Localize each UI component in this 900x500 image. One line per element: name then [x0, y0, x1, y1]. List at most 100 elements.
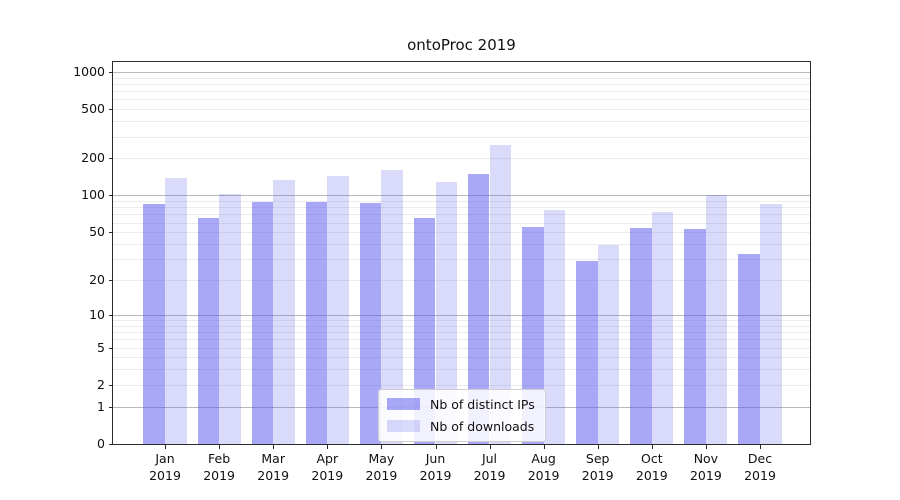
- x-axis-tick: [273, 445, 275, 449]
- x-axis-tick: [651, 445, 653, 449]
- x-axis-tick: [760, 445, 761, 449]
- gridline-minor: [113, 201, 810, 202]
- bar-distinct-ips-may: [359, 202, 382, 444]
- gridline-minor: [113, 259, 810, 260]
- gridline-major: [113, 195, 810, 197]
- bar-downloads-sep: [597, 245, 620, 444]
- bar-downloads-dec: [760, 204, 782, 444]
- bar-distinct-ips-apr: [305, 202, 328, 444]
- x-axis-label-line: 2019: [149, 468, 181, 483]
- gridline-minor: [113, 99, 810, 101]
- x-axis-label-line: Apr: [316, 451, 339, 466]
- gridline-minor: [113, 83, 810, 85]
- bar-downloads-oct: [651, 211, 674, 444]
- gridline-minor: [113, 158, 810, 160]
- gridline-major: [113, 314, 810, 316]
- x-axis-label-line: 2019: [635, 468, 668, 483]
- bar-distinct-ips-mar: [251, 201, 274, 444]
- y-axis-label: 10: [89, 306, 105, 322]
- y-axis-tick: [109, 109, 113, 111]
- y-axis-tick: [109, 195, 113, 197]
- gridline-minor: [113, 77, 810, 79]
- x-axis-label-line: Mar: [261, 451, 285, 466]
- bar-downloads-may: [381, 169, 403, 444]
- y-axis-tick: [109, 314, 113, 316]
- x-axis-label-line: Oct: [640, 451, 663, 466]
- x-axis-label: May 2019: [350, 450, 412, 484]
- x-axis-label-line: 2019: [581, 468, 614, 483]
- y-axis-tick: [109, 158, 113, 160]
- y-axis-tick: [109, 347, 113, 349]
- y-axis-tick: [109, 384, 113, 386]
- x-axis-tick: [435, 445, 437, 449]
- gridline-minor: [113, 121, 810, 123]
- bar-distinct-ips-feb: [197, 218, 220, 444]
- x-axis-label-line: 2019: [419, 468, 452, 483]
- bar-distinct-ips-dec: [738, 254, 760, 444]
- gridline-minor: [113, 232, 810, 234]
- y-axis-label: 500: [81, 101, 105, 117]
- x-axis-label: Nov 2019: [675, 450, 737, 484]
- y-axis-label: 2: [97, 376, 105, 392]
- y-axis-label: 200: [81, 150, 105, 166]
- x-axis-label-line: Aug: [531, 451, 556, 466]
- y-axis-label: 50: [89, 224, 105, 240]
- gridline-minor: [113, 214, 810, 216]
- x-axis-label-line: 2019: [257, 468, 290, 483]
- gridline-minor: [113, 280, 810, 281]
- bar-distinct-ips-nov: [684, 229, 706, 444]
- x-axis-label: Dec 2019: [729, 450, 791, 484]
- gridline-minor: [113, 384, 810, 386]
- legend-label-distinct-ips: Nb of distinct IPs: [430, 396, 535, 412]
- y-axis-label: 5: [97, 339, 105, 355]
- x-axis-label-line: May: [368, 451, 395, 466]
- x-axis-label: Feb 2019: [188, 450, 250, 484]
- bar-downloads-jan: [165, 177, 187, 444]
- x-axis-label: Jun 2019: [405, 450, 467, 484]
- x-axis-label-line: 2019: [744, 468, 776, 483]
- gridline-minor: [113, 369, 810, 371]
- x-axis-label: Jul 2019: [459, 450, 521, 484]
- y-axis-label: 1000: [73, 63, 105, 79]
- x-axis-label-line: Nov: [693, 451, 719, 466]
- gridline-minor: [113, 320, 810, 321]
- gridline-minor: [113, 109, 810, 111]
- x-axis-label-line: Jan: [155, 451, 175, 466]
- x-axis-label: Apr 2019: [296, 450, 358, 484]
- legend-entry-downloads: Nb of downloads: [387, 417, 535, 435]
- legend: Nb of distinct IPs Nb of downloads: [378, 389, 546, 442]
- gridline-minor: [113, 91, 810, 93]
- bar-distinct-ips-jan: [143, 204, 165, 444]
- x-axis-label-line: 2019: [689, 468, 722, 483]
- x-axis-label-line: 2019: [203, 468, 235, 483]
- legend-label-downloads: Nb of downloads: [430, 418, 535, 434]
- x-axis-tick: [381, 445, 383, 449]
- gridline-minor: [113, 339, 810, 341]
- chart-title: ontoProc 2019: [407, 36, 516, 54]
- x-axis-label-line: 2019: [365, 468, 398, 483]
- x-axis-label-line: 2019: [527, 468, 560, 483]
- bar-downloads-apr: [327, 176, 349, 444]
- bar-distinct-ips-jun: [413, 218, 436, 444]
- gridline-minor: [113, 244, 810, 245]
- x-axis-tick: [165, 445, 166, 449]
- y-axis-label: 100: [81, 187, 105, 203]
- y-axis-label: 0: [97, 436, 105, 451]
- gridline-minor: [113, 325, 810, 327]
- x-axis-tick: [705, 445, 707, 449]
- x-axis-tick: [219, 445, 221, 449]
- x-axis-label: Mar 2019: [242, 450, 304, 484]
- bar-downloads-jul: [489, 144, 512, 444]
- gridline-minor: [113, 207, 810, 209]
- x-axis-label-line: 2019: [311, 468, 344, 483]
- y-axis-tick: [109, 232, 113, 234]
- bar-distinct-ips-jul: [467, 173, 490, 444]
- bar-downloads-feb: [219, 193, 241, 444]
- x-axis-label-line: Sep: [585, 451, 610, 466]
- x-axis-label: Oct 2019: [621, 450, 683, 484]
- y-axis-tick: [109, 406, 113, 408]
- x-axis-tick: [543, 445, 545, 449]
- gridline-minor: [113, 347, 810, 349]
- gridline-minor: [113, 222, 810, 224]
